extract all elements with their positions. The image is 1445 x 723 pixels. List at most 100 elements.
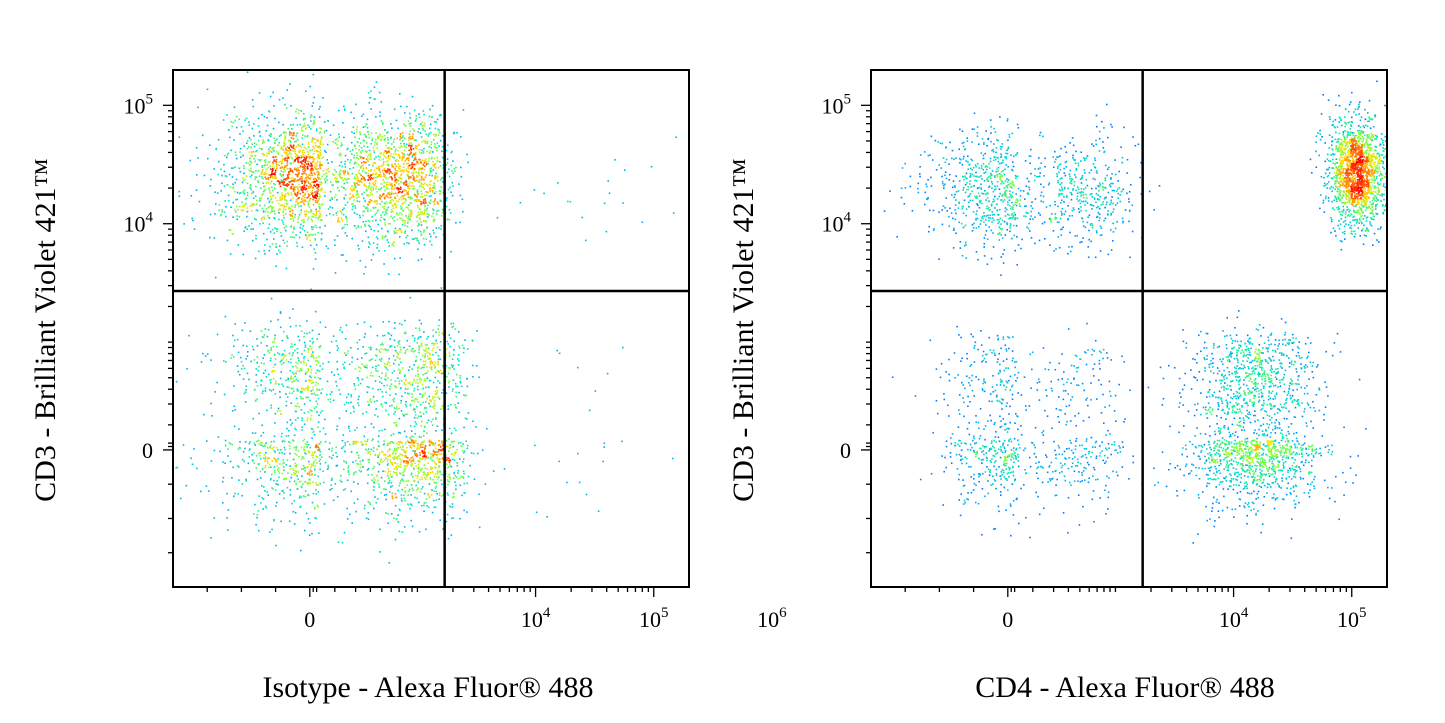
event-dot bbox=[288, 447, 291, 450]
event-dot bbox=[344, 109, 346, 111]
event-dot bbox=[436, 470, 439, 472]
event-dot bbox=[303, 332, 306, 335]
event-dot bbox=[402, 446, 404, 449]
event-dot bbox=[383, 488, 385, 490]
event-dot bbox=[287, 377, 289, 380]
event-dot bbox=[405, 199, 407, 202]
event-dot bbox=[409, 459, 411, 461]
event-dot bbox=[428, 152, 431, 154]
event-dot bbox=[246, 345, 248, 347]
event-dot bbox=[357, 348, 359, 350]
event-dot bbox=[392, 245, 395, 247]
event-dot bbox=[414, 411, 416, 413]
event-dot bbox=[392, 399, 394, 401]
event-dot bbox=[304, 165, 306, 168]
event-dot bbox=[403, 526, 406, 528]
event-dot bbox=[284, 448, 286, 451]
event-dot bbox=[452, 325, 454, 328]
event-dot bbox=[294, 465, 296, 467]
event-dot bbox=[383, 214, 386, 216]
event-dot bbox=[301, 219, 303, 222]
event-dot bbox=[287, 192, 289, 194]
event-dot bbox=[385, 160, 388, 163]
event-dot bbox=[438, 129, 440, 132]
event-dot bbox=[383, 348, 385, 351]
event-dot bbox=[315, 226, 318, 229]
event-dot bbox=[315, 445, 317, 447]
event-dot bbox=[393, 230, 396, 233]
event-dot bbox=[308, 206, 311, 208]
event-dot bbox=[399, 482, 401, 485]
event-dot bbox=[306, 466, 308, 468]
event-dot bbox=[432, 151, 434, 153]
event-dot bbox=[431, 170, 433, 172]
event-dot bbox=[311, 141, 313, 144]
event-dot bbox=[401, 198, 403, 201]
event-dot bbox=[346, 181, 348, 184]
event-dot bbox=[261, 392, 264, 395]
event-dot bbox=[283, 103, 286, 106]
event-dot bbox=[357, 192, 359, 195]
event-dot bbox=[266, 181, 269, 184]
event-dot bbox=[290, 192, 293, 194]
event-dot bbox=[338, 173, 340, 176]
event-dot bbox=[314, 224, 317, 227]
event-dot bbox=[352, 167, 355, 169]
event-dot bbox=[415, 381, 417, 384]
event-dot bbox=[323, 132, 326, 134]
event-dot bbox=[280, 363, 283, 366]
event-dot bbox=[351, 172, 354, 175]
event-dot bbox=[425, 349, 427, 352]
event-dot bbox=[311, 428, 314, 431]
event-dot bbox=[417, 443, 420, 445]
event-dot bbox=[362, 177, 365, 180]
event-dot bbox=[279, 198, 282, 200]
event-dot bbox=[279, 311, 282, 313]
event-dot bbox=[307, 193, 310, 195]
event-dot bbox=[347, 465, 350, 467]
event-dot bbox=[374, 184, 376, 186]
event-dot bbox=[426, 422, 428, 424]
event-dot bbox=[319, 151, 321, 154]
event-dot bbox=[424, 446, 426, 449]
event-dot bbox=[231, 176, 234, 178]
event-dot bbox=[399, 236, 401, 238]
event-dot bbox=[368, 461, 370, 464]
event-dot bbox=[311, 174, 314, 177]
event-dot bbox=[394, 346, 396, 348]
event-dot bbox=[299, 145, 302, 147]
event-dot bbox=[427, 452, 430, 454]
event-dot bbox=[228, 442, 231, 444]
event-dot bbox=[290, 345, 292, 348]
event-dot bbox=[374, 173, 376, 176]
event-dot bbox=[384, 138, 386, 140]
event-dot bbox=[351, 208, 354, 211]
event-dot bbox=[312, 159, 315, 162]
event-dot bbox=[389, 364, 392, 367]
event-dot bbox=[273, 238, 275, 240]
event-dot bbox=[352, 188, 355, 190]
event-dot bbox=[429, 457, 432, 459]
event-dot bbox=[270, 347, 272, 349]
event-dot bbox=[384, 348, 387, 351]
event-dot bbox=[303, 423, 306, 425]
event-dot bbox=[407, 388, 409, 390]
event-dot bbox=[399, 138, 401, 141]
event-dot bbox=[432, 329, 434, 331]
event-dot bbox=[248, 151, 251, 153]
event-dot bbox=[434, 199, 436, 202]
event-dot bbox=[291, 354, 294, 356]
event-dot bbox=[318, 346, 320, 348]
event-dot bbox=[427, 472, 429, 474]
event-dot bbox=[373, 201, 376, 203]
event-dot bbox=[455, 385, 457, 388]
event-dot bbox=[431, 187, 434, 189]
event-dot bbox=[288, 181, 290, 183]
event-dot bbox=[418, 200, 421, 203]
event-dot bbox=[424, 407, 426, 409]
event-dot bbox=[383, 250, 386, 252]
event-dot bbox=[283, 446, 286, 449]
event-dot bbox=[292, 188, 295, 191]
event-dot bbox=[411, 384, 414, 386]
event-dot bbox=[396, 200, 398, 202]
